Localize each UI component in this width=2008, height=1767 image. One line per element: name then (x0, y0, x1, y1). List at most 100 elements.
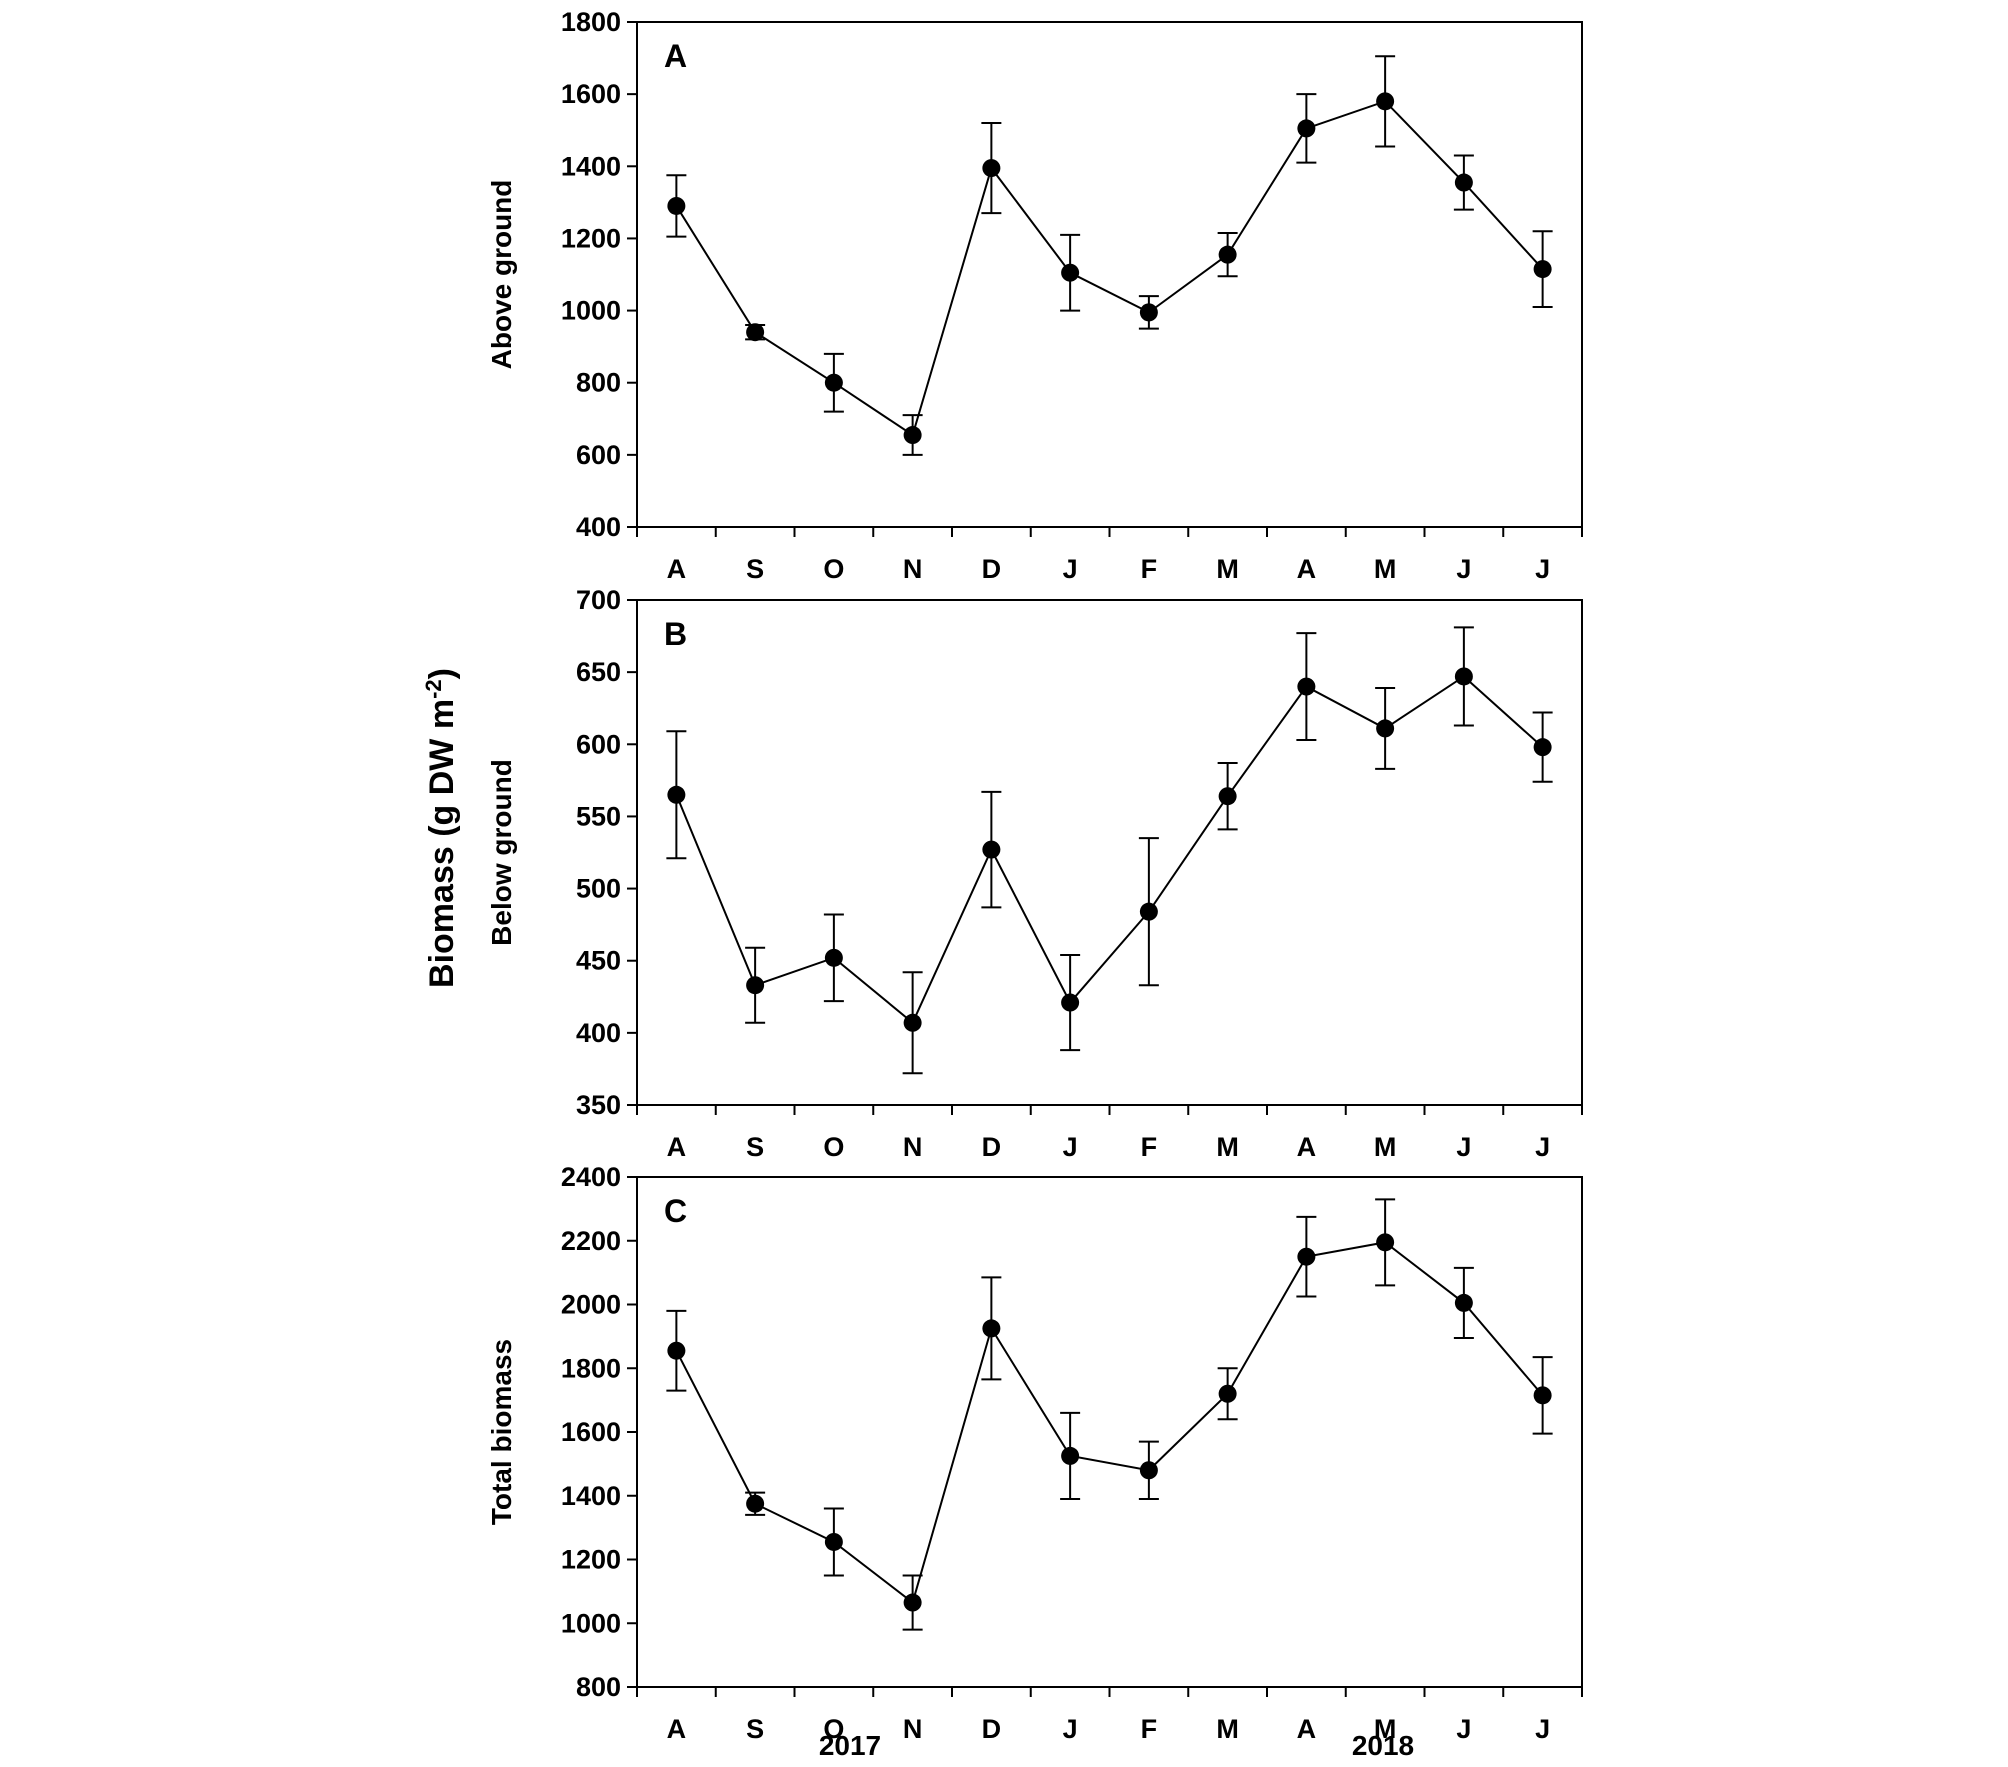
data-point (1297, 119, 1316, 138)
data-point (1218, 245, 1237, 264)
x-tick-label: F (1141, 554, 1158, 584)
x-tick-label: A (1297, 554, 1317, 584)
data-point (1139, 303, 1158, 322)
x-tick-label: D (982, 1132, 1002, 1162)
y-tick-label: 800 (576, 368, 621, 398)
data-point (667, 1341, 686, 1360)
y-tick-label: 700 (576, 585, 621, 615)
y-tick-label: 1600 (561, 79, 621, 109)
data-point (746, 323, 765, 342)
y-tick-label: 1000 (561, 296, 621, 326)
data-point (1454, 667, 1473, 686)
y-tick-label: 1600 (561, 1417, 621, 1447)
data-point (1376, 719, 1395, 738)
y-tick-label: 1400 (561, 151, 621, 181)
data-point (982, 840, 1001, 859)
x-tick-label: J (1063, 1132, 1078, 1162)
x-tick-label: A (1297, 1132, 1317, 1162)
shared-y-axis-label-close: ) (423, 668, 461, 679)
y-tick-label: 1800 (561, 7, 621, 37)
y-tick-label: 1200 (561, 1545, 621, 1575)
data-point (1297, 677, 1316, 696)
year-label-2017: 2017 (819, 1730, 881, 1761)
panel-a: 400 600 800 1000 1200 1400 1600 1800 A S O N D J F M A M J… (486, 7, 1583, 584)
y-axis-title: Total biomass (486, 1339, 517, 1525)
x-tick-label: S (746, 1714, 764, 1744)
panels-group: 400 600 800 1000 1200 1400 1600 1800 A S O N D J F M A M J… (486, 7, 1583, 1744)
x-tick-label: M (1216, 1132, 1239, 1162)
y-tick-label: 600 (576, 729, 621, 759)
data-point (746, 976, 765, 995)
data-point (667, 196, 686, 215)
y-tick-label: 400 (576, 512, 621, 542)
data-point (824, 948, 843, 967)
y-tick-label: 2200 (561, 1226, 621, 1256)
x-tick-label: N (903, 1714, 923, 1744)
x-tick-label: A (667, 1714, 687, 1744)
x-tick-label: A (667, 554, 687, 584)
x-tick-label: S (746, 554, 764, 584)
y-tick-label: 1400 (561, 1481, 621, 1511)
data-point (1139, 902, 1158, 921)
data-point (1061, 1446, 1080, 1465)
x-tick-label: O (823, 554, 844, 584)
x-tick-label: O (823, 1714, 844, 1744)
x-tick-label: N (903, 554, 923, 584)
data-point (1297, 1247, 1316, 1266)
y-tick-label: 600 (576, 440, 621, 470)
data-point (1533, 260, 1552, 279)
data-point (903, 1013, 922, 1032)
x-tick-label: F (1141, 1714, 1158, 1744)
shared-y-axis-label: Biomass (g DW m-2) (421, 668, 462, 988)
panel-letter: C (664, 1193, 687, 1229)
y-tick-label: 400 (576, 1018, 621, 1048)
x-tick-label: M (1374, 1132, 1397, 1162)
data-point (1061, 993, 1080, 1012)
y-tick-label: 1800 (561, 1353, 621, 1383)
x-tick-label: J (1063, 1714, 1078, 1744)
y-axis-title: Below ground (486, 759, 517, 946)
x-tick-label: D (982, 554, 1002, 584)
data-point (982, 159, 1001, 178)
plot-frame (636, 599, 1583, 1106)
series-line (675, 100, 1544, 437)
y-tick-label: 1200 (561, 223, 621, 253)
x-tick-label: J (1456, 1714, 1471, 1744)
data-point (1376, 1233, 1395, 1252)
x-tick-label: J (1535, 1714, 1550, 1744)
panel-letter: A (664, 38, 687, 74)
y-tick-label: 1000 (561, 1608, 621, 1638)
panel-c: 800 1000 1200 1400 1600 1800 2000 2200 2400 A S O N D… (486, 1162, 1583, 1744)
data-point (1061, 263, 1080, 282)
x-tick-label: M (1216, 1714, 1239, 1744)
shared-y-axis-label-superscript: -2 (421, 679, 446, 699)
data-point (667, 785, 686, 804)
y-tick-label: 500 (576, 874, 621, 904)
data-point (824, 373, 843, 392)
panel-b: 350 400 450 500 550 600 650 700 A S O N D J F M A M J J Belo… (486, 585, 1583, 1162)
data-point (903, 426, 922, 445)
x-tick-label: J (1535, 1132, 1550, 1162)
x-tick-label: J (1456, 1132, 1471, 1162)
plot-frame (636, 1176, 1583, 1688)
panel-letter: B (664, 616, 687, 652)
data-point (824, 1532, 843, 1551)
y-axis-title: Above ground (486, 180, 517, 370)
plot-frame (636, 21, 1583, 528)
year-label-2018: 2018 (1352, 1730, 1414, 1761)
y-tick-label: 450 (576, 946, 621, 976)
x-tick-label: J (1535, 554, 1550, 584)
x-tick-label: J (1456, 554, 1471, 584)
data-point (1454, 173, 1473, 192)
y-tick-label: 2400 (561, 1162, 621, 1192)
data-point (982, 1319, 1001, 1338)
x-tick-label: F (1141, 1132, 1158, 1162)
x-tick-label: D (982, 1714, 1002, 1744)
data-point (1218, 787, 1237, 806)
x-tick-label: M (1216, 554, 1239, 584)
data-point (746, 1494, 765, 1513)
y-tick-label: 550 (576, 801, 621, 831)
data-point (1139, 1461, 1158, 1480)
x-tick-label: M (1374, 554, 1397, 584)
